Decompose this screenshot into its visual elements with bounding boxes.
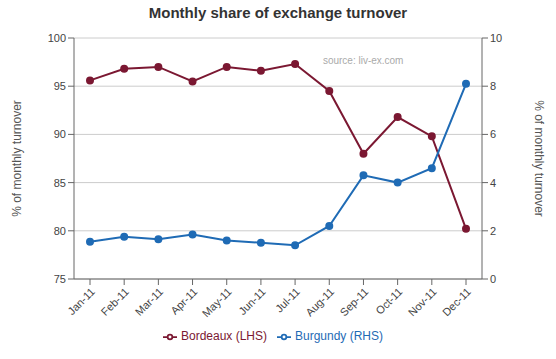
svg-text:4: 4 <box>490 177 496 189</box>
svg-text:Aug-11: Aug-11 <box>303 285 336 318</box>
svg-text:80: 80 <box>54 225 66 237</box>
svg-text:Jul-11: Jul-11 <box>273 285 302 314</box>
svg-text:Dec-11: Dec-11 <box>440 285 473 318</box>
svg-text:Nov-11: Nov-11 <box>406 285 439 318</box>
svg-text:6: 6 <box>490 128 496 140</box>
svg-text:10: 10 <box>490 32 502 44</box>
svg-text:95: 95 <box>54 80 66 92</box>
html-text:Monthly share of exchange turn: Monthly share of exchange turnover <box>148 4 408 21</box>
svg-text:Feb-11: Feb-11 <box>99 285 132 318</box>
svg-text:8: 8 <box>490 80 496 92</box>
svg-text:Jun-11: Jun-11 <box>236 285 268 317</box>
html-text:Bordeaux (LHS): Bordeaux (LHS) <box>181 329 267 343</box>
svg-text:Mar-11: Mar-11 <box>133 285 166 318</box>
svg-text:100: 100 <box>48 32 66 44</box>
svg-text:Apr-11: Apr-11 <box>168 285 199 316</box>
svg-text:Oct-11: Oct-11 <box>373 285 404 316</box>
svg-text:2: 2 <box>490 225 496 237</box>
svg-text:0: 0 <box>490 273 496 285</box>
html-text:source: liv-ex.com: source: liv-ex.com <box>322 55 404 67</box>
svg-text:90: 90 <box>54 128 66 140</box>
svg-text:May-11: May-11 <box>200 285 234 319</box>
svg-text:% of monthly turnover: % of monthly turnover <box>532 100 546 217</box>
svg-text:85: 85 <box>54 177 66 189</box>
svg-text:75: 75 <box>54 273 66 285</box>
svg-text:Sep-11: Sep-11 <box>337 285 370 318</box>
svg-text:% of monthly turnover: % of monthly turnover <box>10 100 24 217</box>
html-text:Burgundy (RHS): Burgundy (RHS) <box>295 329 383 343</box>
svg-text:Jan-11: Jan-11 <box>65 285 97 317</box>
